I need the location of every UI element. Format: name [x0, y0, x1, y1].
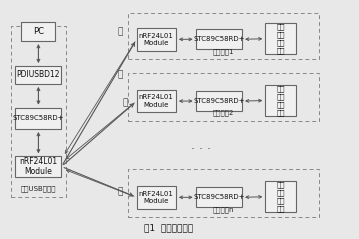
Bar: [265, 23, 296, 54]
Bar: [136, 28, 176, 51]
Text: nRF24L01
Module: nRF24L01 Module: [139, 94, 174, 108]
Text: nRF24L01
Module: nRF24L01 Module: [139, 191, 174, 204]
Text: nRF24L01
Module: nRF24L01 Module: [139, 33, 174, 46]
Text: 终端节点2: 终端节点2: [213, 110, 234, 116]
Text: 无线USB控制器: 无线USB控制器: [21, 186, 56, 192]
Bar: [22, 22, 55, 41]
Text: 信: 信: [118, 187, 123, 196]
Text: STC89C58RD+: STC89C58RD+: [193, 98, 244, 104]
Text: 根据
需求
应用
电路: 根据 需求 应用 电路: [276, 182, 285, 212]
Text: 根据
需求
应用
电路: 根据 需求 应用 电路: [276, 85, 285, 116]
Bar: [265, 181, 296, 212]
Text: STC89C58RD+: STC89C58RD+: [13, 115, 64, 121]
Bar: [128, 73, 319, 121]
Bar: [265, 85, 296, 116]
Bar: [196, 91, 242, 111]
Text: 终端节点1: 终端节点1: [213, 48, 234, 55]
Bar: [15, 108, 61, 129]
Bar: [196, 29, 242, 49]
Text: 通: 通: [122, 98, 128, 107]
Text: STC89C58RD+: STC89C58RD+: [193, 36, 244, 42]
Text: STC89C58RD+: STC89C58RD+: [193, 194, 244, 200]
Bar: [136, 90, 176, 112]
Text: 图1  系统功能框图: 图1 系统功能框图: [144, 223, 194, 232]
Text: 线: 线: [118, 70, 123, 79]
Text: 无: 无: [118, 27, 123, 36]
Bar: [11, 26, 66, 197]
Bar: [15, 66, 61, 84]
Bar: [136, 186, 176, 209]
Bar: [15, 156, 61, 177]
Text: nRF24L01
Module: nRF24L01 Module: [19, 157, 57, 176]
Bar: [128, 169, 319, 217]
Text: 终端节点n: 终端节点n: [213, 206, 234, 213]
Text: PDIUSBD12: PDIUSBD12: [17, 71, 60, 79]
Text: 根据
需求
应用
电路: 根据 需求 应用 电路: [276, 24, 285, 54]
Text: . . .: . . .: [191, 139, 211, 152]
Text: PC: PC: [33, 27, 44, 36]
Bar: [128, 13, 319, 59]
Bar: [196, 187, 242, 207]
